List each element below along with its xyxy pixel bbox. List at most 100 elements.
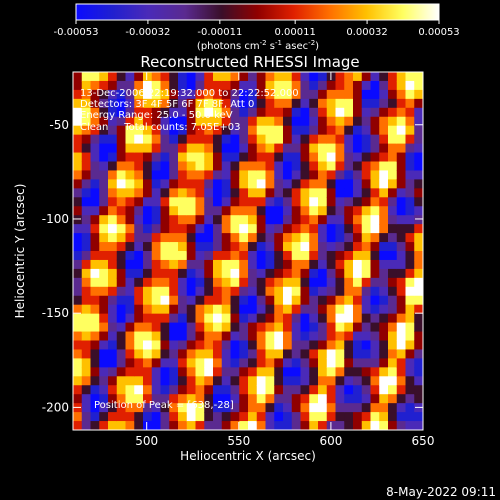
heatmap-cell [318,421,328,430]
heatmap-cell [326,197,336,207]
heatmap-cell [300,340,310,350]
heatmap-cell [178,376,188,386]
heatmap-cell [108,394,118,404]
heatmap-cell [134,313,144,324]
heatmap-cell [274,340,284,350]
heatmap-cell [353,98,363,109]
heatmap-cell [405,412,415,422]
heatmap-cell [309,206,319,216]
heatmap-cell [265,251,275,261]
heatmap-cell [335,367,345,377]
heatmap-cell [370,215,380,225]
heatmap-cell [361,80,371,91]
heatmap-cell [326,277,336,288]
heatmap-cell [291,89,301,100]
heatmap-cell [335,215,345,225]
heatmap-cell [379,215,389,225]
heatmap-cell [160,170,170,180]
heatmap-cell [414,161,423,171]
heatmap-cell [160,107,170,118]
heatmap-cell [309,143,319,154]
heatmap-cell [414,170,423,180]
heatmap-cell [73,286,83,297]
heatmap-cell [353,170,363,180]
heatmap-cell [213,72,223,82]
heatmap-cell [204,412,214,422]
heatmap-cell [300,224,310,234]
heatmap-cell [283,340,293,350]
heatmap-cell [405,259,415,270]
heatmap-cell [291,313,301,324]
heatmap-cell [274,215,284,225]
heatmap-cell [99,358,109,368]
heatmap-cell [379,313,389,324]
heatmap-cell [414,233,423,243]
heatmap-cell [283,72,293,82]
heatmap-cell [283,331,293,341]
heatmap-cell [99,89,109,100]
heatmap-cell [344,125,354,136]
heatmap-cell [221,107,231,118]
heatmap-cell [221,358,231,368]
heatmap-cell [326,242,336,252]
heatmap-cell [291,277,301,288]
heatmap-cell [388,349,398,359]
heatmap-cell [230,322,240,333]
heatmap-cell [274,233,284,243]
heatmap-cell [204,304,214,315]
heatmap-cells [73,72,423,430]
heatmap-cell [318,358,328,368]
heatmap-cell [265,72,275,82]
heatmap-cell [73,304,83,315]
heatmap-cell [125,197,135,207]
colorbar [75,3,440,21]
heatmap-cell [108,376,118,386]
heatmap-cell [248,188,258,198]
heatmap-cell [239,295,249,306]
heatmap-cell [265,358,275,368]
heatmap-cell [178,304,188,315]
heatmap-cell [125,161,135,171]
heatmap-cell [169,394,179,404]
heatmap-cell [361,161,371,171]
heatmap-cell [99,268,109,279]
heatmap-cell [195,233,205,243]
heatmap-cell [248,277,258,288]
heatmap-cell [108,286,118,297]
heatmap-cell [125,89,135,100]
heatmap-cell [230,134,240,145]
observation-info: 13-Dec-2006 22:19:32.000 to 22:22:52.000… [80,88,299,133]
heatmap-cell [143,143,153,154]
heatmap-cell [248,170,258,180]
heatmap-cell [108,313,118,324]
heatmap-cell [344,349,354,359]
heatmap-cell [248,251,258,261]
heatmap-cell [405,376,415,386]
heatmap-cell [318,206,328,216]
heatmap-cell [221,170,231,180]
heatmap-cell [151,233,161,243]
heatmap-cell [90,107,100,118]
heatmap-cell [309,376,319,386]
heatmap-cell [256,358,266,368]
heatmap-cell [81,259,91,270]
heatmap-cell [265,116,275,127]
heatmap-cell [230,170,240,180]
heatmap-cell [204,206,214,216]
heatmap-cell [414,394,423,404]
heatmap-cell [405,277,415,288]
heatmap-cell [388,116,398,127]
heatmap-cell [204,242,214,252]
heatmap-cell [90,268,100,279]
heatmap-cell [265,215,275,225]
heatmap-cell [230,403,240,413]
heatmap-cell [318,403,328,413]
heatmap-cell [388,152,398,162]
heatmap-cell [379,295,389,306]
heatmap-cell [151,80,161,91]
heatmap-cell [151,286,161,297]
heatmap-cell [248,358,258,368]
heatmap-cell [248,161,258,171]
heatmap-cell [265,242,275,252]
heatmap-cell [169,421,179,430]
